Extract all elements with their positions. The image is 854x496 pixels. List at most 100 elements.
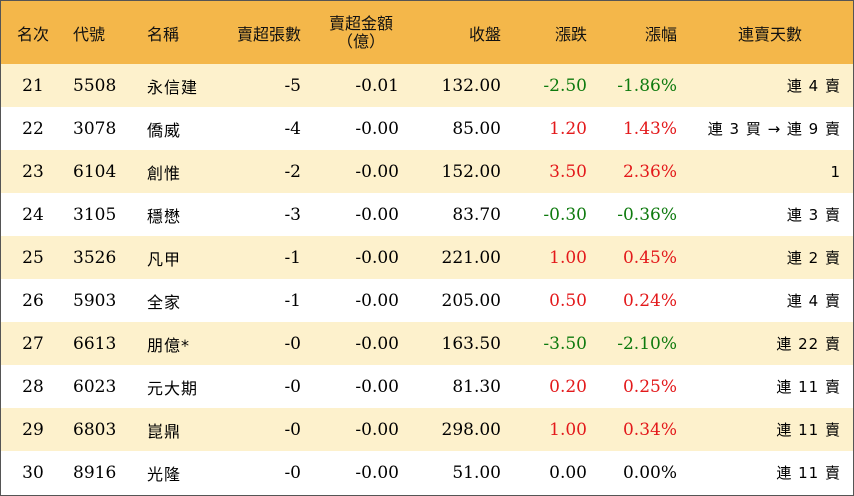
pct-cell: 1.43% — [622, 118, 677, 139]
header-close[interactable]: 收盤 — [468, 24, 501, 44]
close-cell: 83.70 — [452, 204, 501, 225]
streak-cell: 連 22 賣 — [776, 335, 841, 353]
streak-cell: 連 4 賣 — [786, 292, 841, 310]
change-cell: 1.20 — [549, 118, 587, 139]
net-sell-amount-cell: -0.01 — [355, 75, 399, 96]
rank-cell: 28 — [22, 376, 44, 397]
table-row[interactable]: 24 3105 穩懋 -3 -0.00 83.70 -0.30 -0.36% 連… — [1, 193, 853, 236]
table-row[interactable]: 28 6023 元大期 -0 -0.00 81.30 0.20 0.25% 連 … — [1, 365, 853, 408]
net-sell-lots-cell: -0 — [284, 462, 301, 483]
code-cell[interactable]: 3105 — [73, 204, 117, 225]
pct-cell: 0.24% — [622, 290, 677, 311]
streak-cell: 1 — [830, 162, 841, 181]
header-row: 名次 代號 名稱 賣超張數 賣超金額 （億） 收盤 漲跌 漲幅 連賣天數 — [1, 1, 853, 64]
pct-cell: 0.45% — [622, 247, 677, 268]
code-cell[interactable]: 6613 — [73, 333, 117, 354]
header-pct[interactable]: 漲幅 — [644, 24, 677, 44]
change-cell: -2.50 — [543, 75, 587, 96]
pct-cell: -0.36% — [617, 204, 677, 225]
net-sell-amount-cell: -0.00 — [355, 462, 399, 483]
close-cell: 221.00 — [441, 247, 501, 268]
header-rank[interactable]: 名次 — [16, 24, 49, 44]
table-row[interactable]: 21 5508 永信建 -5 -0.01 132.00 -2.50 -1.86%… — [1, 64, 853, 107]
pct-cell: 0.25% — [622, 376, 677, 397]
name-cell[interactable]: 崑鼎 — [147, 421, 182, 441]
net-sell-lots-cell: -1 — [284, 247, 301, 268]
header-streak[interactable]: 連賣天數 — [737, 24, 802, 44]
name-cell[interactable]: 僑威 — [147, 120, 182, 140]
close-cell: 298.00 — [441, 419, 501, 440]
close-cell: 85.00 — [452, 118, 501, 139]
table-row[interactable]: 29 6803 崑鼎 -0 -0.00 298.00 1.00 0.34% 連 … — [1, 408, 853, 451]
streak-cell: 連 4 賣 — [786, 77, 841, 95]
streak-cell: 連 11 賣 — [776, 464, 841, 482]
table-row[interactable]: 30 8916 光隆 -0 -0.00 51.00 0.00 0.00% 連 1… — [1, 451, 853, 494]
net-sell-lots-cell: -1 — [284, 290, 301, 311]
header-change[interactable]: 漲跌 — [554, 24, 587, 44]
pct-cell: -2.10% — [617, 333, 677, 354]
close-cell: 132.00 — [441, 75, 501, 96]
change-cell: 0.00 — [549, 462, 587, 483]
change-cell: 0.50 — [549, 290, 587, 311]
close-cell: 152.00 — [441, 161, 501, 182]
rank-cell: 30 — [22, 462, 44, 483]
net-sell-lots-cell: -2 — [284, 161, 301, 182]
rank-cell: 22 — [22, 118, 44, 139]
code-cell[interactable]: 3526 — [73, 247, 117, 268]
name-cell[interactable]: 穩懋 — [147, 206, 182, 226]
code-cell[interactable]: 8916 — [73, 462, 117, 483]
change-cell: 0.20 — [549, 376, 587, 397]
code-cell[interactable]: 6803 — [73, 419, 117, 440]
rank-cell: 21 — [22, 75, 44, 96]
table-row[interactable]: 22 3078 僑威 -4 -0.00 85.00 1.20 1.43% 連 3… — [1, 107, 853, 150]
close-cell: 205.00 — [441, 290, 501, 311]
code-cell[interactable]: 5508 — [73, 75, 117, 96]
name-cell[interactable]: 創惟 — [147, 163, 182, 183]
close-cell: 81.30 — [452, 376, 501, 397]
streak-cell: 連 3 買 → 連 9 賣 — [707, 120, 841, 138]
net-sell-lots-cell: -0 — [284, 333, 301, 354]
name-cell[interactable]: 光隆 — [147, 464, 182, 484]
header-net-sell-amount-line1: 賣超金額 — [328, 13, 393, 33]
name-cell[interactable]: 永信建 — [147, 77, 199, 97]
change-cell: -0.30 — [543, 204, 587, 225]
change-cell: 1.00 — [549, 419, 587, 440]
net-sell-lots-cell: -0 — [284, 419, 301, 440]
code-cell[interactable]: 5903 — [73, 290, 117, 311]
table-row[interactable]: 23 6104 創惟 -2 -0.00 152.00 3.50 2.36% 1 — [1, 150, 853, 193]
streak-cell: 連 3 賣 — [786, 206, 841, 224]
code-cell[interactable]: 6023 — [73, 376, 117, 397]
pct-cell: 2.36% — [622, 161, 677, 182]
rank-cell: 23 — [22, 161, 44, 182]
code-cell[interactable]: 6104 — [73, 161, 117, 182]
name-cell[interactable]: 全家 — [147, 292, 182, 312]
code-cell[interactable]: 3078 — [73, 118, 117, 139]
header-net-sell-amount[interactable]: 賣超金額 （億） — [309, 1, 413, 64]
net-sell-lots-cell: -5 — [284, 75, 301, 96]
net-sell-amount-cell: -0.00 — [355, 290, 399, 311]
change-cell: 3.50 — [549, 161, 587, 182]
streak-cell: 連 2 賣 — [786, 249, 841, 267]
name-cell[interactable]: 凡甲 — [147, 249, 182, 269]
table-row[interactable]: 27 6613 朋億* -0 -0.00 163.50 -3.50 -2.10%… — [1, 322, 853, 365]
name-cell[interactable]: 朋億* — [147, 335, 191, 355]
change-cell: -3.50 — [543, 333, 587, 354]
net-sell-amount-cell: -0.00 — [355, 376, 399, 397]
close-cell: 163.50 — [441, 333, 501, 354]
net-sell-amount-cell: -0.00 — [355, 118, 399, 139]
change-cell: 1.00 — [549, 247, 587, 268]
rank-cell: 27 — [22, 333, 44, 354]
table-row[interactable]: 25 3526 凡甲 -1 -0.00 221.00 1.00 0.45% 連 … — [1, 236, 853, 279]
net-sell-amount-cell: -0.00 — [355, 161, 399, 182]
header-name[interactable]: 名稱 — [147, 24, 180, 44]
header-net-sell-lots[interactable]: 賣超張數 — [236, 24, 301, 44]
name-cell[interactable]: 元大期 — [147, 378, 199, 398]
rank-cell: 29 — [22, 419, 44, 440]
streak-cell: 連 11 賣 — [776, 378, 841, 396]
net-sell-amount-cell: -0.00 — [355, 247, 399, 268]
rank-cell: 26 — [22, 290, 44, 311]
table-row[interactable]: 26 5903 全家 -1 -0.00 205.00 0.50 0.24% 連 … — [1, 279, 853, 322]
header-code[interactable]: 代號 — [73, 24, 106, 44]
